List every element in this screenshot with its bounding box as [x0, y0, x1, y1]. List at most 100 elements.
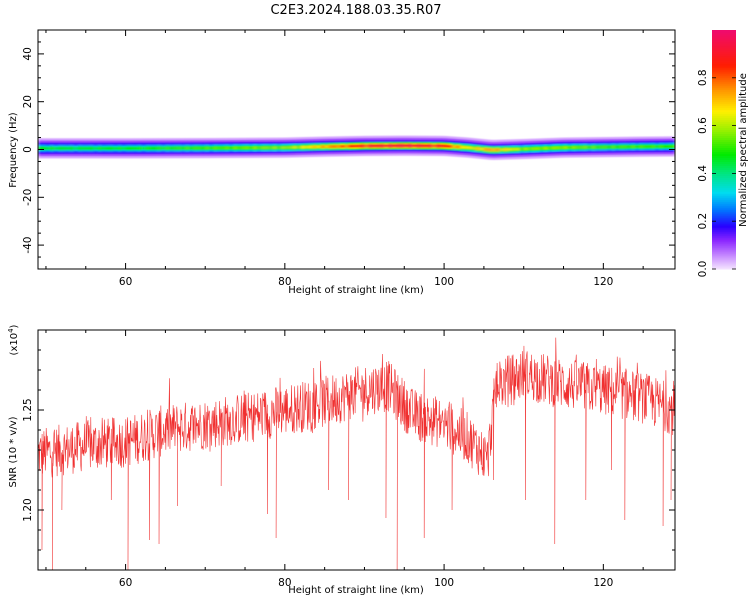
spectrogram-cell	[185, 146, 190, 150]
colorbar-cell	[712, 49, 736, 53]
spectrogram-cell	[539, 147, 545, 150]
spectrogram-cell	[57, 146, 63, 150]
spectrogram-cell	[77, 146, 83, 150]
spectrogram-cell	[340, 144, 345, 148]
colorbar-cell	[712, 251, 736, 254]
snr-y-tick-label: 1.25	[22, 398, 34, 421]
colorbar-cell	[712, 159, 736, 162]
spectrogram-cell	[400, 144, 405, 148]
spectrogram-cell	[129, 146, 134, 150]
colorbar-cell	[712, 263, 736, 266]
spectrogram-cell	[256, 146, 262, 150]
spectrogram-panel: 60 80 100 120 -40 -20 0 20 40 Height of straight…	[8, 29, 676, 296]
spectrogram-cell	[221, 146, 226, 150]
spectrogram-cell	[49, 146, 55, 150]
colorbar-cell	[712, 75, 736, 79]
colorbar-cell	[712, 267, 736, 270]
spectrogram-cell	[428, 144, 433, 148]
colorbar-cell	[712, 237, 736, 240]
colorbar-cell	[712, 191, 736, 194]
spectrogram-cell	[137, 146, 142, 150]
spectrogram-cell	[436, 144, 441, 148]
spectrogram-cell	[89, 146, 95, 150]
spectrogram-cell	[579, 146, 584, 149]
colorbar: 0.0 0.2 0.4 0.6 0.8 Normalized spectral ampl…	[697, 30, 749, 277]
colorbar-cell	[712, 239, 736, 242]
spectrogram-cell	[599, 145, 604, 149]
spectrogram-cell	[499, 148, 505, 151]
spectrogram-cell	[85, 146, 91, 150]
colorbar-cell	[712, 193, 736, 196]
colorbar-cell	[712, 177, 736, 180]
colorbar-cell	[712, 141, 736, 145]
spectrogram-cell	[388, 144, 393, 148]
colorbar-cell	[712, 53, 736, 57]
spectrogram-x-tick-label: 80	[278, 276, 291, 288]
colorbar-cell	[712, 161, 736, 164]
spectrogram-cell	[113, 146, 119, 150]
colorbar-cell	[712, 231, 736, 234]
spectrogram-cell	[264, 146, 270, 150]
colorbar-cell	[712, 153, 736, 156]
spectrogram-cell	[177, 146, 182, 150]
spectrogram-cell	[503, 148, 509, 151]
colorbar-cell	[712, 147, 736, 150]
spectrogram-cell	[659, 145, 664, 148]
spectrogram-cell	[547, 146, 552, 150]
spectrogram-cell	[181, 146, 186, 150]
spectrogram-cell	[671, 145, 675, 148]
spectrogram-cell	[157, 146, 162, 150]
colorbar-cell	[712, 223, 736, 226]
colorbar-cell	[712, 243, 736, 246]
colorbar-cell	[712, 245, 736, 248]
colorbar-tick-label: 0.8	[697, 69, 709, 86]
colorbar-cell	[712, 181, 736, 184]
colorbar-cell	[712, 255, 736, 258]
spectrogram-cell	[280, 146, 286, 149]
spectrogram-cell	[487, 148, 493, 152]
colorbar-cell	[712, 185, 736, 188]
spectrogram-cell	[368, 144, 373, 148]
colorbar-cell	[712, 143, 736, 147]
colorbar-cell	[712, 83, 736, 87]
colorbar-tick-label: 0.0	[697, 261, 709, 278]
spectrogram-cell	[432, 144, 437, 148]
colorbar-cell	[712, 109, 736, 113]
spectrogram-cell	[543, 146, 548, 150]
colorbar-cell	[712, 129, 736, 133]
spectrogram-cell	[69, 146, 75, 150]
spectrogram-cell	[404, 144, 409, 148]
colorbar-cell	[712, 209, 736, 212]
spectrogram-cell	[611, 145, 616, 149]
spectrogram-cell	[161, 146, 166, 150]
spectrogram-cell	[639, 145, 644, 148]
spectrogram-cell	[352, 144, 357, 148]
spectrogram-cell	[467, 146, 473, 150]
colorbar-cell	[712, 217, 736, 220]
spectrogram-cell	[627, 145, 632, 149]
spectrogram-cell	[440, 144, 445, 148]
spectrogram-cell	[511, 148, 517, 151]
colorbar-cell	[712, 171, 736, 174]
colorbar-cell	[712, 51, 736, 55]
spectrogram-cell	[308, 145, 314, 149]
spectrogram-cell	[328, 145, 334, 148]
spectrogram-cell	[97, 146, 103, 150]
spectrogram-cell	[643, 145, 648, 148]
colorbar-cell	[712, 97, 736, 101]
spectrogram-cell	[296, 145, 302, 149]
colorbar-cell	[712, 259, 736, 262]
spectrogram-cell	[300, 145, 306, 149]
spectrogram-cell	[201, 146, 206, 150]
colorbar-cell	[712, 189, 736, 192]
colorbar-cell	[712, 173, 736, 176]
colorbar-cell	[712, 249, 736, 252]
spectrogram-cell	[376, 144, 381, 148]
spectrogram-cell	[121, 146, 126, 150]
colorbar-cell	[712, 89, 736, 93]
spectrogram-cell	[288, 146, 294, 149]
spectrogram-cell	[479, 147, 485, 151]
spectrogram-cell	[229, 146, 234, 150]
snr-panel: 60 80 100 120 1.20 1.25 Height of straight li…	[7, 324, 676, 596]
spectrogram-cell	[324, 145, 330, 148]
